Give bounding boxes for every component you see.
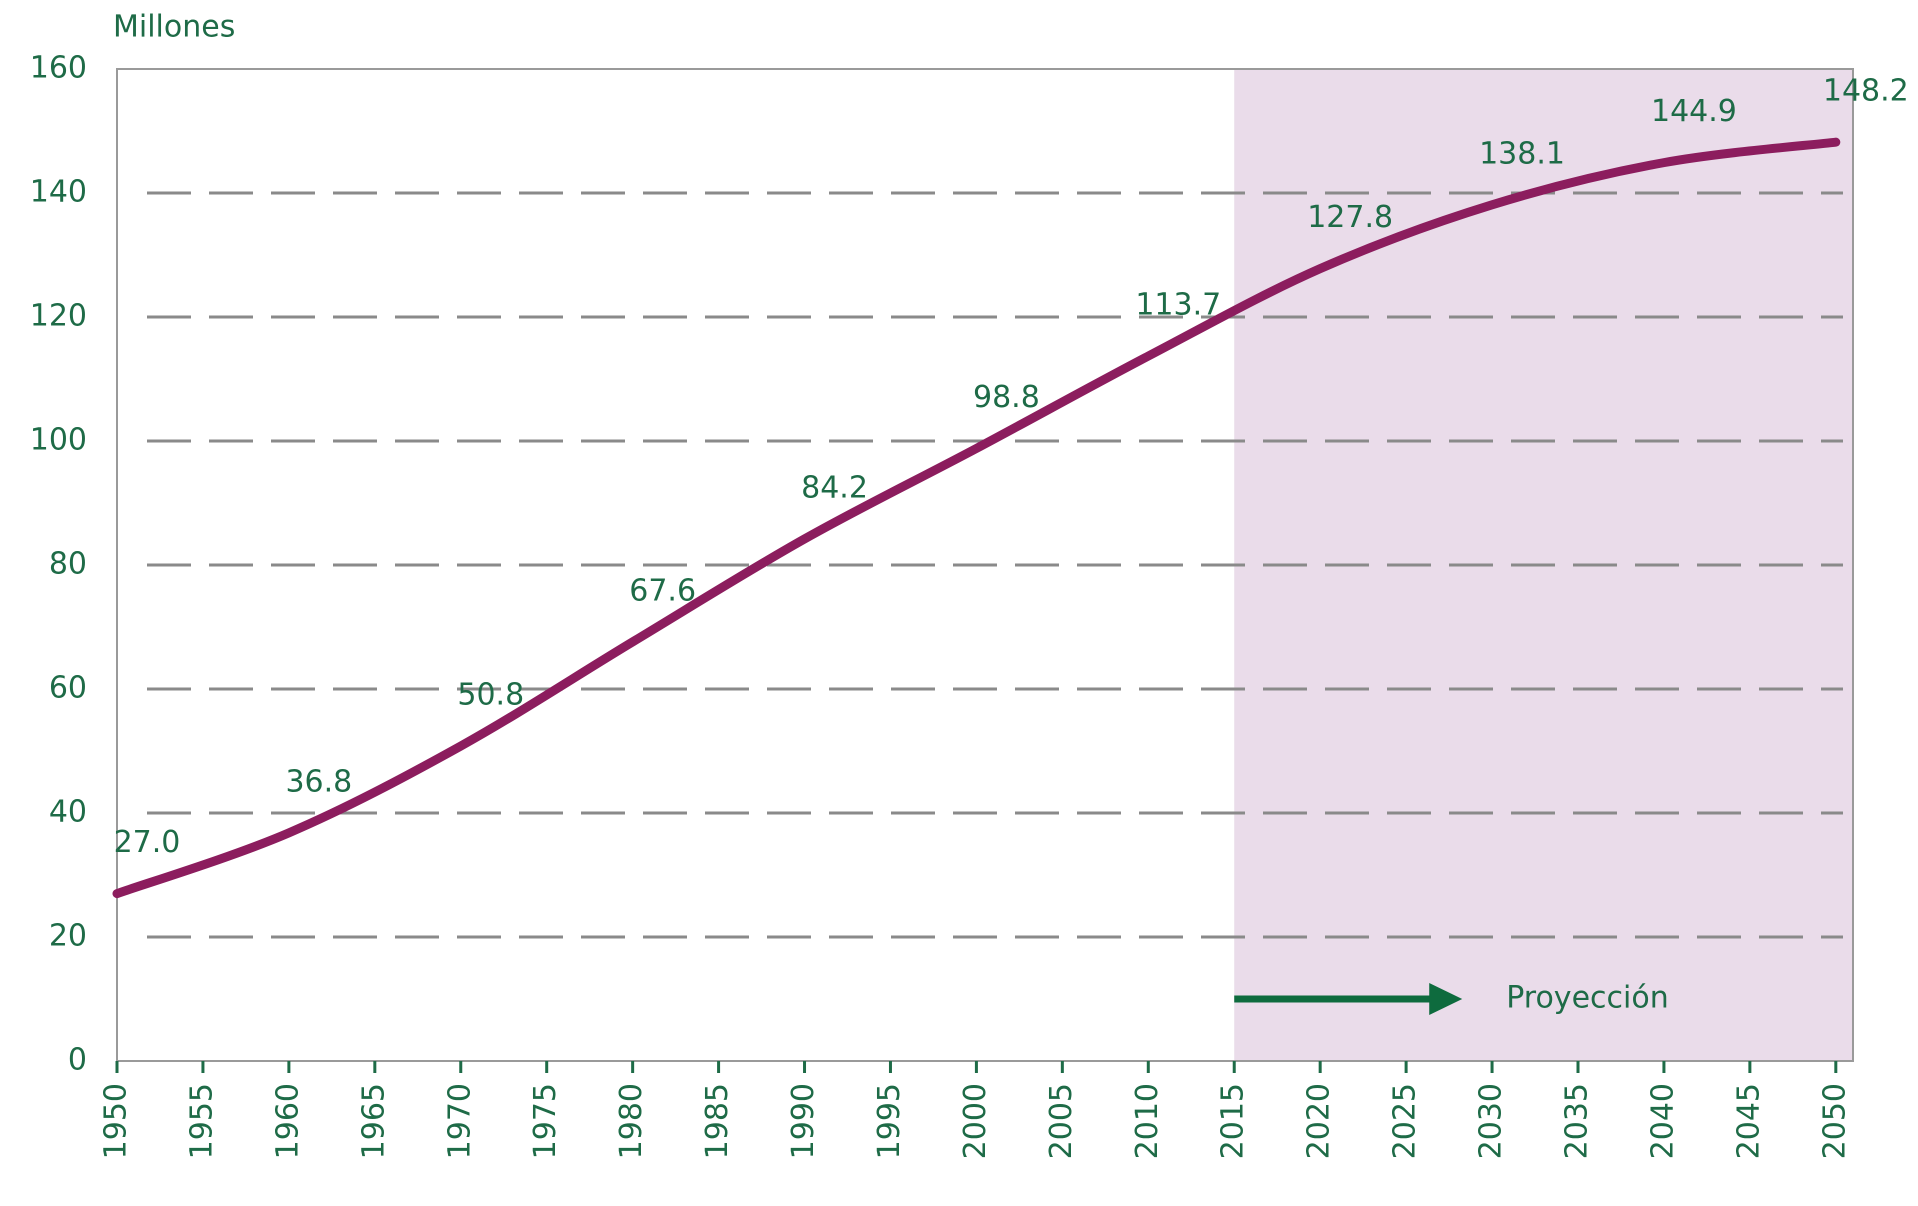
value-label: 127.8 bbox=[1307, 200, 1393, 235]
x-tick-label: 1985 bbox=[700, 1083, 735, 1159]
x-tick-label: 1990 bbox=[786, 1083, 821, 1159]
y-tick-label: 140 bbox=[30, 175, 87, 210]
x-tick-label: 1970 bbox=[442, 1083, 477, 1159]
x-tick-label: 2020 bbox=[1302, 1083, 1337, 1159]
x-tick-label: 2010 bbox=[1130, 1083, 1165, 1159]
x-tick-label: 2040 bbox=[1645, 1083, 1680, 1159]
x-tick-label: 2030 bbox=[1474, 1083, 1509, 1159]
value-label: 27.0 bbox=[114, 825, 181, 860]
data-line bbox=[112, 137, 1841, 899]
y-tick-label: 100 bbox=[30, 423, 87, 458]
y-tick-label: 160 bbox=[30, 51, 87, 86]
value-label: 98.8 bbox=[973, 380, 1040, 415]
x-tick-label: 1960 bbox=[270, 1083, 305, 1159]
y-axis-label: Millones bbox=[113, 10, 235, 45]
y-tick-label: 20 bbox=[49, 919, 87, 954]
y-tick-label: 40 bbox=[49, 795, 87, 830]
x-tick-label: 2015 bbox=[1216, 1083, 1251, 1159]
x-tick-label: 1995 bbox=[872, 1083, 907, 1159]
x-tick-label: 1980 bbox=[614, 1083, 649, 1159]
x-tick-label: 1975 bbox=[528, 1083, 563, 1159]
y-tick-label: 80 bbox=[49, 547, 87, 582]
value-label: 36.8 bbox=[285, 764, 352, 799]
x-tick-label: 2000 bbox=[958, 1083, 993, 1159]
value-label: 144.9 bbox=[1651, 94, 1737, 129]
projection-label: Proyección bbox=[1506, 981, 1669, 1016]
plot-frame bbox=[116, 68, 1854, 1062]
x-tick-label: 2035 bbox=[1559, 1083, 1594, 1159]
value-label: 84.2 bbox=[801, 470, 868, 505]
x-tick-label: 2025 bbox=[1388, 1083, 1423, 1159]
y-tick-label: 120 bbox=[30, 299, 87, 334]
y-tick-label: 60 bbox=[49, 671, 87, 706]
x-tick-label: 2045 bbox=[1731, 1083, 1766, 1159]
y-tick-label: 0 bbox=[68, 1043, 87, 1078]
x-tick-label: 2050 bbox=[1817, 1083, 1852, 1159]
x-tick-label: 1950 bbox=[99, 1083, 134, 1159]
x-tick-label: 1965 bbox=[356, 1083, 391, 1159]
value-label: 113.7 bbox=[1135, 288, 1221, 323]
value-label: 138.1 bbox=[1479, 136, 1565, 171]
projection-arrowhead bbox=[1429, 983, 1463, 1015]
value-label: 67.6 bbox=[629, 573, 696, 608]
value-label: 50.8 bbox=[457, 678, 524, 713]
value-label: 148.2 bbox=[1823, 74, 1909, 109]
x-tick-label: 1955 bbox=[184, 1083, 219, 1159]
x-tick-label: 2005 bbox=[1044, 1083, 1079, 1159]
